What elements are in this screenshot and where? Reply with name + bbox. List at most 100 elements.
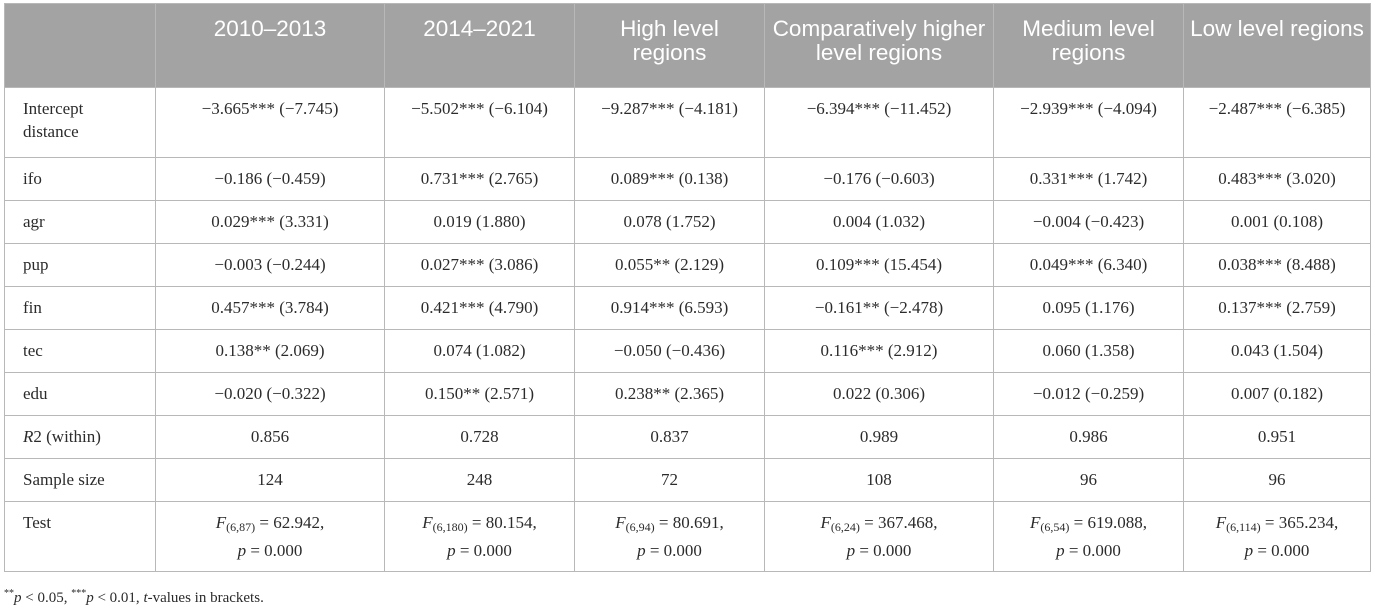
table-cell: 108: [764, 458, 994, 502]
table-cell: 0.001 (0.108): [1183, 200, 1371, 244]
p-value: = 0.000: [1253, 541, 1310, 560]
f-symbol: F: [215, 513, 227, 532]
row-label: ifo: [4, 157, 156, 201]
table-cell: −2.939*** (−4.094): [993, 87, 1184, 158]
f-value: = 619.088,: [1069, 513, 1147, 532]
table-cell: 0.837: [574, 415, 765, 459]
table-cell: 0.986: [993, 415, 1184, 459]
table-cell: −0.020 (−0.322): [155, 372, 385, 416]
test-cell: F(6,24) = 367.468, p = 0.000: [764, 501, 994, 572]
table-cell: 0.022 (0.306): [764, 372, 994, 416]
table-row: R2 (within) 0.856 0.728 0.837 0.989 0.98…: [4, 415, 1371, 459]
table-cell: −0.004 (−0.423): [993, 200, 1184, 244]
row-label: pup: [4, 243, 156, 287]
header-cell: Comparatively higher level regions: [764, 3, 994, 88]
table-cell: 124: [155, 458, 385, 502]
table-cell: −2.487*** (−6.385): [1183, 87, 1371, 158]
table-row: Sample size 124 248 72 108 96 96: [4, 458, 1371, 502]
row-label-italic: R: [23, 427, 34, 446]
test-cell: F(6,87) = 62.942, p = 0.000: [155, 501, 385, 572]
f-symbol: F: [820, 513, 831, 532]
p-value: = 0.000: [855, 541, 912, 560]
table-cell: −9.287*** (−4.181): [574, 87, 765, 158]
table-cell: 0.914*** (6.593): [574, 286, 765, 330]
table-cell: 0.089*** (0.138): [574, 157, 765, 201]
p-value: = 0.000: [1064, 541, 1121, 560]
row-label: R2 (within): [4, 415, 156, 459]
p-symbol: p: [1244, 541, 1254, 560]
table-cell: 0.095 (1.176): [993, 286, 1184, 330]
table-cell: 0.989: [764, 415, 994, 459]
table-cell: 0.856: [155, 415, 385, 459]
f-value: = 80.154,: [467, 513, 537, 532]
row-label-rest: 2 (within): [33, 427, 101, 446]
p-symbol: p: [237, 541, 247, 560]
table-cell: −0.161** (−2.478): [764, 286, 994, 330]
table-cell: 0.029*** (3.331): [155, 200, 385, 244]
row-label: fin: [4, 286, 156, 330]
table-cell: 0.027*** (3.086): [384, 243, 575, 287]
table-cell: 0.421*** (4.790): [384, 286, 575, 330]
test-cell: F(6,94) = 80.691, p = 0.000: [574, 501, 765, 572]
header-cell: Medium level regions: [993, 3, 1184, 88]
table-cell: 0.116*** (2.912): [764, 329, 994, 373]
table-row: Intercept distance −3.665*** (−7.745) −5…: [4, 87, 1371, 158]
table-cell: 0.007 (0.182): [1183, 372, 1371, 416]
table-cell: −0.003 (−0.244): [155, 243, 385, 287]
table-row: pup −0.003 (−0.244) 0.027*** (3.086) 0.0…: [4, 243, 1371, 287]
table-cell: 0.078 (1.752): [574, 200, 765, 244]
table-cell: −0.012 (−0.259): [993, 372, 1184, 416]
row-label: Sample size: [4, 458, 156, 502]
table-cell: −0.176 (−0.603): [764, 157, 994, 201]
footnote-t: t: [143, 590, 148, 606]
footnote-text-2: < 0.01,: [93, 590, 144, 606]
table-cell: 0.138** (2.069): [155, 329, 385, 373]
footnote-stars-2: ***: [71, 588, 87, 599]
table-row: Test F(6,87) = 62.942, p = 0.000 F(6,180)…: [4, 501, 1371, 572]
f-subscript: (6,180): [432, 520, 468, 534]
table-cell: 0.019 (1.880): [384, 200, 575, 244]
table-cell: −3.665*** (−7.745): [155, 87, 385, 158]
p-symbol: p: [637, 541, 646, 560]
table-cell: 0.457*** (3.784): [155, 286, 385, 330]
header-cell: 2014–2021: [384, 3, 575, 88]
table-row: edu −0.020 (−0.322) 0.150** (2.571) 0.23…: [4, 372, 1371, 416]
table-row: tec 0.138** (2.069) 0.074 (1.082) −0.050…: [4, 329, 1371, 373]
p-value: = 0.000: [455, 541, 512, 560]
row-label: edu: [4, 372, 156, 416]
f-subscript: (6,24): [830, 520, 860, 534]
row-label: Intercept distance: [4, 87, 156, 158]
table-cell: 96: [1183, 458, 1371, 502]
table-cell: 0.049*** (6.340): [993, 243, 1184, 287]
row-label: agr: [4, 200, 156, 244]
table-cell: 0.038*** (8.488): [1183, 243, 1371, 287]
header-cell: [4, 3, 156, 88]
table-cell: 0.731*** (2.765): [384, 157, 575, 201]
header-row: 2010–2013 2014–2021 High level regions C…: [4, 3, 1371, 88]
f-symbol: F: [615, 513, 626, 532]
table-cell: 0.055** (2.129): [574, 243, 765, 287]
table-cell: 0.137*** (2.759): [1183, 286, 1371, 330]
table-cell: 0.238** (2.365): [574, 372, 765, 416]
f-value: = 62.942,: [255, 513, 325, 532]
p-value: = 0.000: [645, 541, 702, 560]
table-cell: 72: [574, 458, 765, 502]
p-symbol: p: [1056, 541, 1065, 560]
f-value: = 365.234,: [1260, 513, 1339, 532]
regression-table: 2010–2013 2014–2021 High level regions C…: [4, 3, 1371, 572]
table-cell: 248: [384, 458, 575, 502]
p-value: = 0.000: [246, 541, 303, 560]
table-cell: 0.331*** (1.742): [993, 157, 1184, 201]
f-symbol: F: [1215, 513, 1227, 532]
footnote-text-3: -values in brackets.: [147, 590, 264, 606]
table-row: fin 0.457*** (3.784) 0.421*** (4.790) 0.…: [4, 286, 1371, 330]
table-cell: 0.951: [1183, 415, 1371, 459]
footnote-p-1: p: [14, 590, 22, 606]
table-cell: 0.728: [384, 415, 575, 459]
table-cell: −5.502*** (−6.104): [384, 87, 575, 158]
table-cell: −6.394*** (−11.452): [764, 87, 994, 158]
table-row: agr 0.029*** (3.331) 0.019 (1.880) 0.078…: [4, 200, 1371, 244]
f-subscript: (6,114): [1226, 520, 1261, 534]
f-subscript: (6,54): [1040, 520, 1070, 534]
table-cell: 0.004 (1.032): [764, 200, 994, 244]
